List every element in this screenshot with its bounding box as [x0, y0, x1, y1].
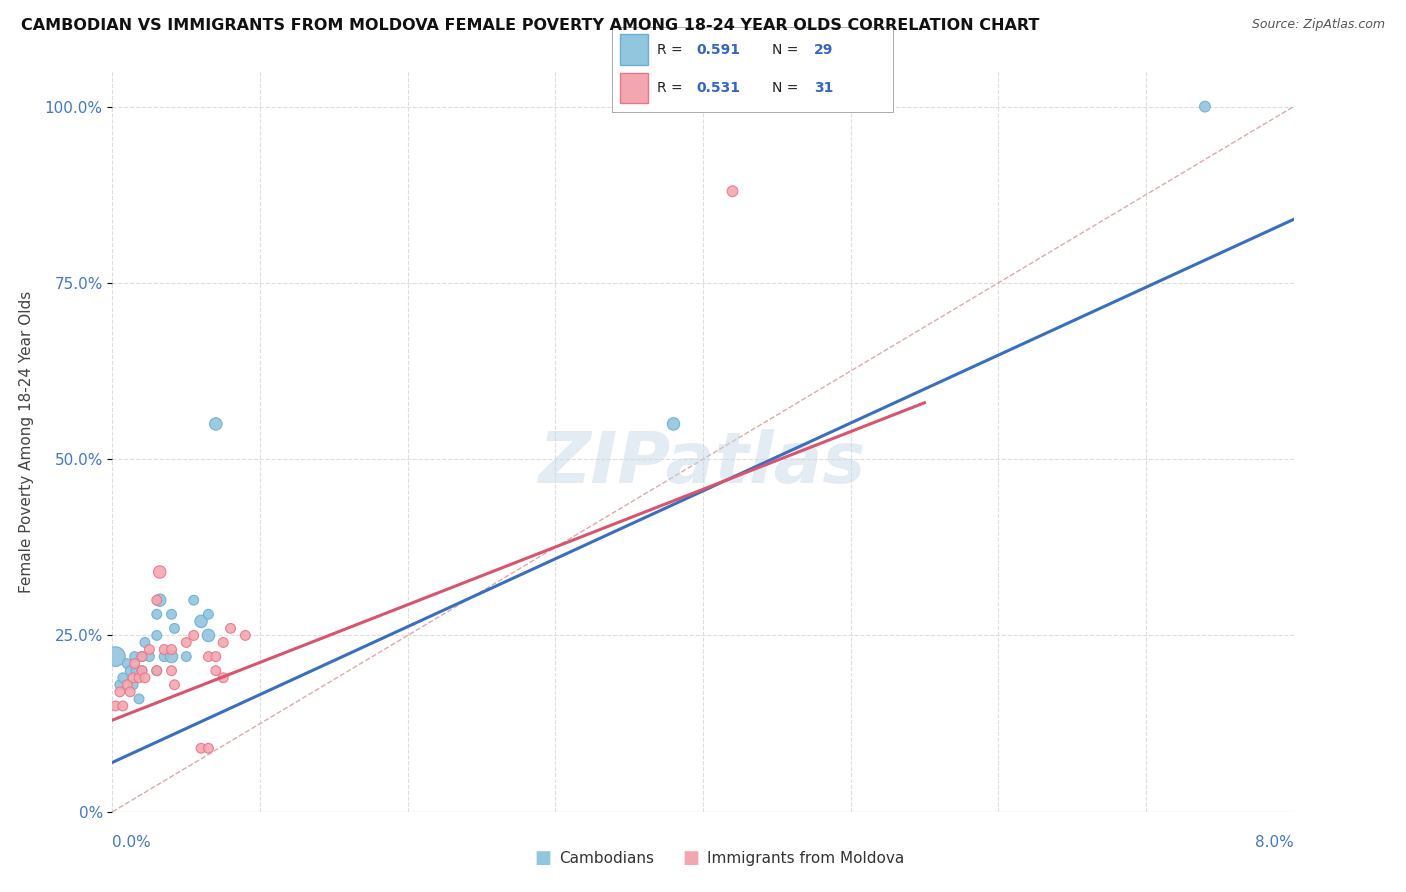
Point	[108, 678, 131, 692]
Point	[197, 607, 219, 622]
Point	[146, 664, 169, 678]
Text: Immigrants from Moldova: Immigrants from Moldova	[707, 851, 904, 865]
Point	[212, 635, 235, 649]
Text: 29: 29	[814, 43, 834, 56]
Text: 0.531: 0.531	[696, 81, 740, 95]
Point	[205, 649, 228, 664]
Point	[153, 642, 176, 657]
Point	[146, 628, 169, 642]
Point	[120, 664, 142, 678]
Text: 31: 31	[814, 81, 834, 95]
Text: N =: N =	[772, 43, 803, 56]
Point	[183, 628, 205, 642]
Point	[160, 664, 183, 678]
Point	[146, 664, 169, 678]
Point	[104, 649, 127, 664]
Point	[138, 649, 160, 664]
Point	[108, 685, 131, 699]
Point	[662, 417, 685, 431]
Point	[197, 741, 219, 756]
Text: 0.0%: 0.0%	[112, 836, 152, 850]
Point	[183, 593, 205, 607]
FancyBboxPatch shape	[620, 72, 648, 103]
Point	[128, 692, 150, 706]
Point	[138, 642, 160, 657]
Text: 8.0%: 8.0%	[1254, 836, 1294, 850]
Point	[721, 184, 744, 198]
Point	[122, 671, 145, 685]
Point	[233, 628, 256, 642]
Text: R =: R =	[657, 43, 686, 56]
Point	[160, 642, 183, 657]
Point	[190, 615, 212, 629]
Point	[219, 621, 242, 635]
Point	[149, 593, 172, 607]
Point	[205, 417, 228, 431]
Text: ZIPatlas: ZIPatlas	[540, 429, 866, 499]
Point	[174, 649, 197, 664]
Text: Source: ZipAtlas.com: Source: ZipAtlas.com	[1251, 18, 1385, 31]
Text: Cambodians: Cambodians	[560, 851, 655, 865]
Point	[131, 664, 153, 678]
Text: R =: R =	[657, 81, 686, 95]
Point	[104, 698, 127, 713]
Text: N =: N =	[772, 81, 803, 95]
Point	[124, 657, 146, 671]
Point	[205, 664, 228, 678]
Point	[131, 649, 153, 664]
Point	[197, 628, 219, 642]
Point	[122, 678, 145, 692]
Point	[149, 565, 172, 579]
Text: CAMBODIAN VS IMMIGRANTS FROM MOLDOVA FEMALE POVERTY AMONG 18-24 YEAR OLDS CORREL: CAMBODIAN VS IMMIGRANTS FROM MOLDOVA FEM…	[21, 18, 1039, 33]
Text: ■: ■	[682, 849, 699, 867]
Point	[160, 649, 183, 664]
Point	[134, 671, 156, 685]
Point	[111, 671, 134, 685]
Point	[174, 635, 197, 649]
Point	[160, 607, 183, 622]
Point	[197, 649, 219, 664]
Point	[212, 671, 235, 685]
Text: 0.591: 0.591	[696, 43, 740, 56]
Point	[134, 635, 156, 649]
Point	[117, 657, 138, 671]
Point	[131, 649, 153, 664]
Point	[131, 664, 153, 678]
Point	[1194, 100, 1216, 114]
Point	[125, 664, 148, 678]
FancyBboxPatch shape	[620, 35, 648, 65]
Point	[128, 671, 150, 685]
Point	[163, 621, 186, 635]
Point	[120, 685, 142, 699]
Y-axis label: Female Poverty Among 18-24 Year Olds: Female Poverty Among 18-24 Year Olds	[18, 291, 34, 592]
Point	[146, 593, 169, 607]
Point	[124, 649, 146, 664]
Point	[146, 607, 169, 622]
Text: ■: ■	[534, 849, 551, 867]
Point	[190, 741, 212, 756]
Point	[117, 678, 138, 692]
Point	[111, 698, 134, 713]
Point	[163, 678, 186, 692]
Point	[153, 649, 176, 664]
